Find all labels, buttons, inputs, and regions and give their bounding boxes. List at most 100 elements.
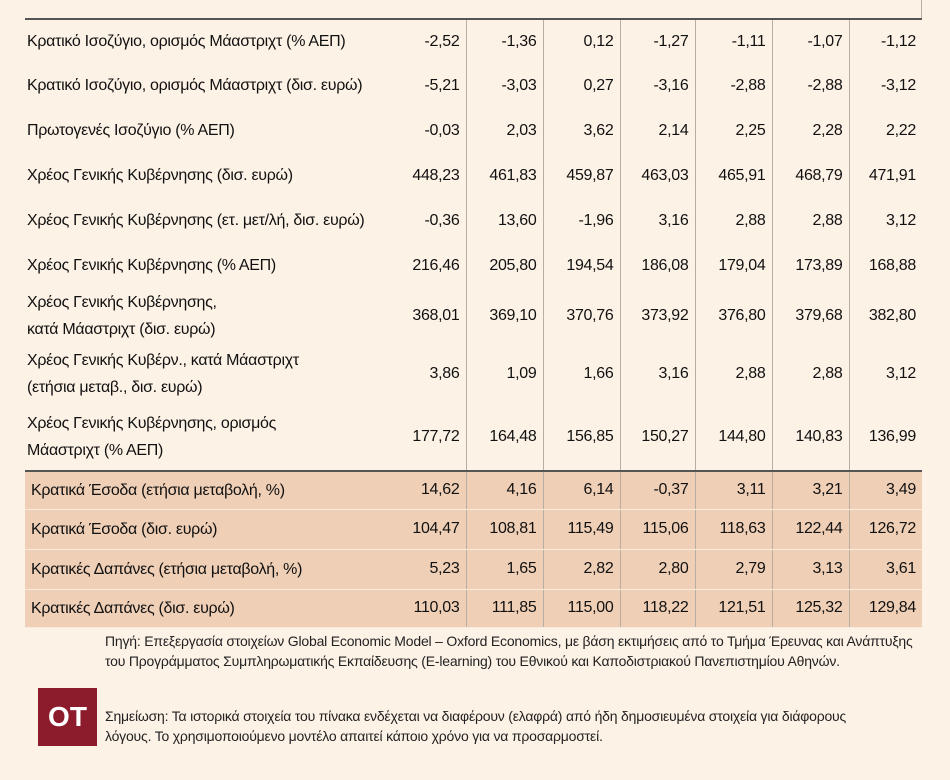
cell-value: 3,49	[848, 470, 922, 510]
cell-value: 2,28	[771, 108, 849, 153]
cell-value: 3,13	[771, 549, 849, 590]
cell-value: -2,88	[694, 63, 772, 108]
cell-value: -0,37	[619, 470, 695, 510]
cell-value: 368,01	[412, 306, 460, 324]
cell-value: 144,80	[694, 404, 772, 471]
cell-value: 382,80	[848, 288, 922, 343]
cell-value: 122,44	[771, 509, 849, 550]
cell-value: 3,61	[848, 549, 922, 590]
cell-value: 110,03	[390, 589, 466, 628]
cell-value: 104,47	[390, 509, 466, 550]
cell-value: 3,21	[771, 470, 849, 510]
row-label: Χρέος Γενικής Κυβέρνησης (% ΑΕΠ)	[27, 257, 276, 274]
cell-value: -3,03	[465, 63, 543, 108]
cell-value: 2,88	[694, 198, 772, 243]
cell-value: 2,25	[694, 108, 772, 153]
cell-value: 2,79	[694, 549, 772, 590]
cell-value: 471,91	[848, 153, 922, 198]
footnote: Σημείωση: Τα ιστορικά στοιχεία του πίνακ…	[105, 708, 847, 744]
cell-value: 136,99	[848, 404, 922, 471]
cell-value: 373,92	[619, 288, 695, 343]
cell-value: 177,72	[412, 428, 460, 445]
row-label: Κρατικές Δαπάνες (ετήσια μεταβολή, %)	[25, 549, 390, 590]
cell-value: 2,14	[619, 108, 695, 153]
cell-value: 448,23	[412, 166, 460, 184]
cell-value: -0,36	[424, 211, 460, 229]
table-row: Χρέος Γενικής Κυβέρνησης (ετ. μετ/λή, δι…	[25, 198, 922, 243]
table-row: Χρέος Γενικής Κυβέρνησης (δισ. ευρώ) 448,…	[25, 153, 922, 198]
cell-value: 3,11	[694, 470, 772, 510]
table-row: Κρατικά Έσοδα (ετήσια μεταβολή, %) 14,62 4…	[25, 470, 922, 510]
cell-value: 5,23	[390, 549, 466, 590]
row-label: Κρατικά Έσοδα (ετήσια μεταβολή, %)	[25, 470, 390, 510]
source-note: Πηγή: Επεξεργασία στοιχείων Global Econo…	[105, 633, 913, 669]
cell-value: -1,07	[771, 19, 849, 63]
table-row: Κρατικό Ισοζύγιο, ορισμός Μάαστριχτ (δισ…	[25, 63, 922, 108]
cell-value: 121,51	[694, 589, 772, 628]
row-label: Πρωτογενές Ισοζύγιο (% ΑΕΠ)	[27, 122, 235, 139]
row-label: Κρατικά Έσοδα (δισ. ευρώ)	[25, 509, 390, 550]
cell-value: -3,12	[848, 63, 922, 108]
cell-value: 140,83	[771, 404, 849, 471]
cell-value: 2,80	[619, 549, 695, 590]
cell-value: 465,91	[694, 153, 772, 198]
cell-value: 376,80	[694, 288, 772, 343]
cell-value: 3,86	[429, 364, 460, 382]
cell-value: 125,32	[771, 589, 849, 628]
table-row: Κρατικές Δαπάνες (ετήσια μεταβολή, %) 5,2…	[25, 549, 922, 590]
cell-value: 1,66	[542, 343, 620, 404]
cell-value: 129,84	[848, 589, 922, 628]
cell-value: 3,16	[619, 198, 695, 243]
cell-value: -0,03	[424, 121, 460, 139]
cell-value: 216,46	[412, 256, 460, 274]
cell-value: -1,11	[694, 19, 772, 63]
cell-value: 461,83	[465, 153, 543, 198]
cell-value: -1,36	[465, 19, 543, 63]
cell-value: 1,09	[465, 343, 543, 404]
row-label: Χρέος Γενικής Κυβέρνησης, κατά Μάαστριχτ…	[27, 293, 217, 338]
cell-value: -1,27	[619, 19, 695, 63]
cell-value: 118,22	[619, 589, 695, 628]
cell-value: 126,72	[848, 509, 922, 550]
cell-value: 156,85	[542, 404, 620, 471]
table-row: Χρέος Γενικής Κυβέρνησης, ορισμός Μάαστρ…	[25, 404, 922, 471]
cell-value: -1,12	[848, 19, 922, 63]
rule	[921, 0, 922, 18]
row-label: Χρέος Γενικής Κυβέρνησης (δισ. ευρώ)	[27, 167, 293, 184]
table-row: Κρατικά Έσοδα (δισ. ευρώ) 104,47 108,81 115…	[25, 509, 922, 550]
table-row: Χρέος Γενικής Κυβέρνησης, κατά Μάαστριχτ…	[25, 288, 922, 343]
cell-value: 186,08	[619, 243, 695, 288]
cell-value: 168,88	[848, 243, 922, 288]
cell-value: 173,89	[771, 243, 849, 288]
cell-value: -3,16	[619, 63, 695, 108]
table-row: Κρατικές Δαπάνες (δισ. ευρώ) 110,03 111,85…	[25, 589, 922, 628]
row-label: Χρέος Γενικής Κυβέρν., κατά Μάαστριχτ (ε…	[27, 351, 299, 396]
cell-value: 3,62	[542, 108, 620, 153]
cell-value: -5,21	[424, 76, 460, 94]
cell-value: -2,52	[424, 32, 460, 50]
cell-value: 3,12	[848, 198, 922, 243]
cell-value: 115,49	[542, 509, 620, 550]
data-table: Κρατικό Ισοζύγιο, ορισμός Μάαστριχτ (% Α…	[25, 18, 922, 628]
cell-value: 2,82	[542, 549, 620, 590]
cell-value: 1,65	[465, 549, 543, 590]
cell-value: 463,03	[619, 153, 695, 198]
cell-value: 0,27	[542, 63, 620, 108]
cell-value: 3,12	[848, 343, 922, 404]
cell-value: 179,04	[694, 243, 772, 288]
cell-value: 118,63	[694, 509, 772, 550]
cell-value: 111,85	[465, 589, 543, 628]
cell-value: 4,16	[465, 470, 543, 510]
row-label: Χρέος Γενικής Κυβέρνησης (ετ. μετ/λή, δι…	[27, 212, 365, 229]
table-row: Χρέος Γενικής Κυβέρν., κατά Μάαστριχτ (ε…	[25, 343, 922, 404]
logo: OT	[38, 688, 97, 746]
cell-value: 370,76	[542, 288, 620, 343]
cell-value: 164,48	[465, 404, 543, 471]
cell-value: 459,87	[542, 153, 620, 198]
cell-value: 3,16	[619, 343, 695, 404]
table-row: Χρέος Γενικής Κυβέρνησης (% ΑΕΠ) 216,46 20…	[25, 243, 922, 288]
cell-value: 2,88	[771, 198, 849, 243]
cell-value: 115,00	[542, 589, 620, 628]
cell-value: -1,96	[542, 198, 620, 243]
